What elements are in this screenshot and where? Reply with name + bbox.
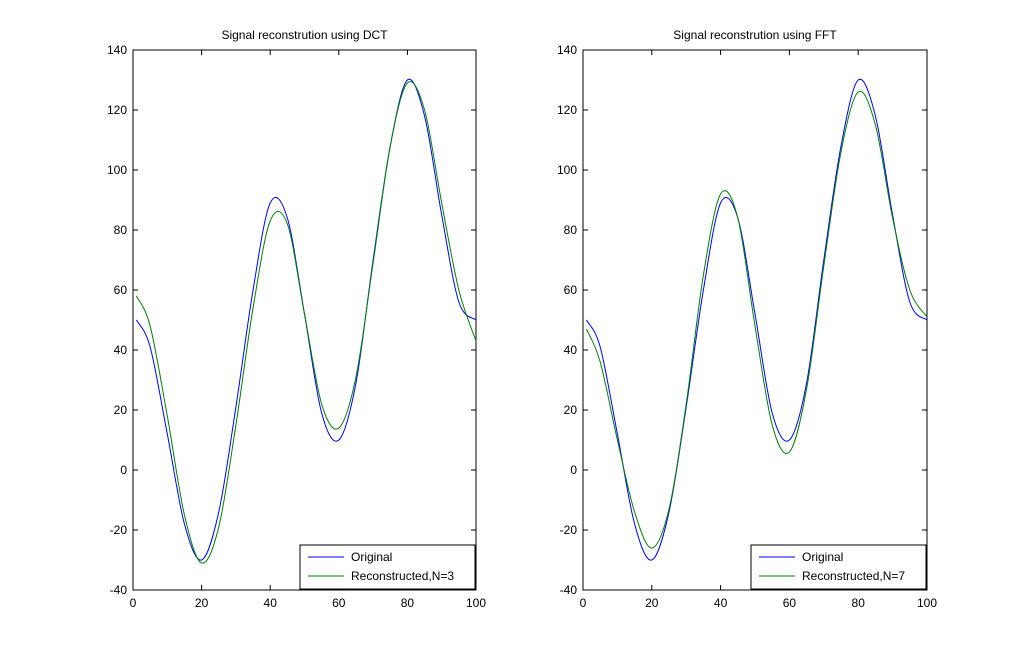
x-tick-label: 100 bbox=[466, 596, 486, 610]
y-tick-label: -40 bbox=[110, 583, 128, 597]
x-tick-label: 20 bbox=[645, 596, 659, 610]
series-line-original bbox=[585, 78, 928, 561]
chart-title: Signal reconstrution using DCT bbox=[221, 28, 388, 42]
y-tick-label: 140 bbox=[107, 43, 127, 57]
x-tick-label: 80 bbox=[852, 596, 866, 610]
x-tick-label: 20 bbox=[195, 596, 209, 610]
chart-panel-2: 0 20 40 60 80 100 -40 -20 0 20 40 60 80 100 120 140 Sign… bbox=[557, 28, 937, 610]
x-tick-label: 40 bbox=[714, 596, 728, 610]
y-tick-label: 40 bbox=[564, 343, 578, 357]
y-tick-label: 100 bbox=[557, 163, 577, 177]
legend-label: Original bbox=[802, 550, 843, 564]
series-line-reconstructed bbox=[585, 90, 928, 549]
y-tick-label: 80 bbox=[114, 223, 128, 237]
y-tick-label: -20 bbox=[560, 523, 578, 537]
legend-box bbox=[750, 544, 927, 590]
y-tick-label: -40 bbox=[560, 583, 578, 597]
legend-label: Reconstructed,N=7 bbox=[802, 569, 905, 583]
legend-label: Original bbox=[351, 550, 392, 564]
series-line-reconstructed bbox=[135, 81, 477, 564]
x-tick-label: 80 bbox=[401, 596, 415, 610]
x-tick-label: 100 bbox=[917, 596, 937, 610]
plot-area bbox=[132, 49, 477, 591]
y-tick-label: 120 bbox=[557, 103, 577, 117]
y-tick-label: 40 bbox=[114, 343, 128, 357]
legend-label: Reconstructed,N=3 bbox=[351, 569, 454, 583]
x-tick-label: 60 bbox=[783, 596, 797, 610]
y-tick-label: 80 bbox=[564, 223, 578, 237]
plot-area bbox=[582, 49, 928, 591]
y-tick-label: 100 bbox=[107, 163, 127, 177]
x-tick-label: 0 bbox=[580, 596, 587, 610]
chart-panel-1: 0 20 40 60 80 100 -40 -20 0 20 40 60 80 100 120 140 Sign… bbox=[107, 28, 486, 610]
y-tick-label: 60 bbox=[564, 283, 578, 297]
x-tick-label: 0 bbox=[130, 596, 137, 610]
x-tick-label: 40 bbox=[264, 596, 278, 610]
legend: Original Reconstructed,N=3 bbox=[299, 544, 476, 590]
y-tick-label: 140 bbox=[557, 43, 577, 57]
legend-box bbox=[299, 544, 476, 590]
y-tick-label: 120 bbox=[107, 103, 127, 117]
y-tick-label: 20 bbox=[564, 403, 578, 417]
legend: Original Reconstructed,N=7 bbox=[750, 544, 927, 590]
y-tick-label: -20 bbox=[110, 523, 128, 537]
y-tick-label: 0 bbox=[120, 463, 127, 477]
y-tick-label: 0 bbox=[570, 463, 577, 477]
chart-title: Signal reconstrution using FFT bbox=[673, 28, 837, 42]
y-tick-label: 20 bbox=[114, 403, 128, 417]
y-tick-label: 60 bbox=[114, 283, 128, 297]
x-tick-label: 60 bbox=[332, 596, 346, 610]
